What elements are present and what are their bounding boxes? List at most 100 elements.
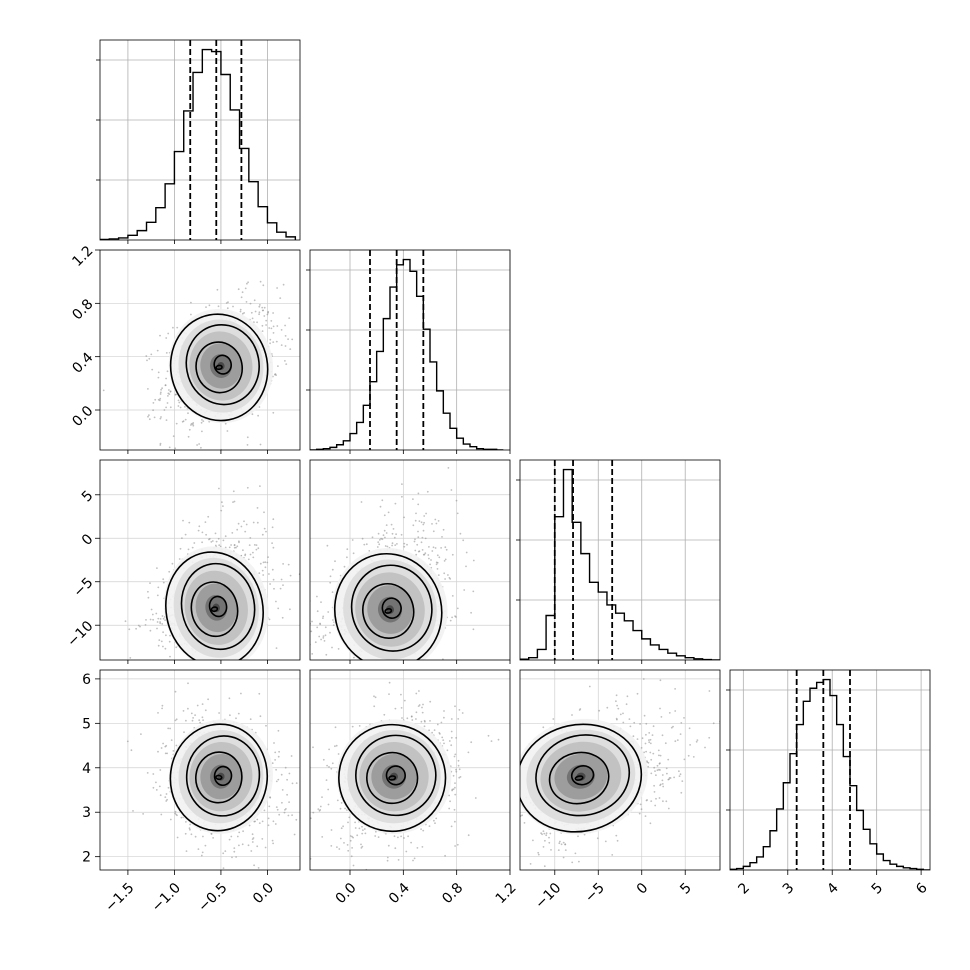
scatter-point <box>463 589 466 591</box>
scatter-point <box>327 611 330 613</box>
scatter-point <box>180 816 183 819</box>
scatter-point <box>201 703 204 705</box>
scatter-point <box>124 620 127 623</box>
scatter-point <box>265 724 267 727</box>
scatter-point <box>450 736 453 739</box>
scatter-point <box>377 541 380 543</box>
scatter-point <box>147 596 150 599</box>
scatter-point <box>615 694 618 697</box>
scatter-point <box>149 629 152 632</box>
scatter-point <box>424 537 427 540</box>
scatter-point <box>467 834 470 837</box>
scatter-point <box>423 725 426 728</box>
contour-line-1 <box>338 723 447 833</box>
contour-line-5 <box>215 774 223 781</box>
scatter-point <box>329 575 332 578</box>
scatter-point <box>262 561 265 564</box>
scatter-point <box>380 537 382 540</box>
scatter-point <box>339 837 342 840</box>
scatter-point <box>459 532 462 535</box>
scatter-point <box>378 539 381 541</box>
scatter-point <box>487 734 490 737</box>
scatter-point <box>318 635 321 638</box>
scatter-point <box>218 544 221 547</box>
scatter-point <box>336 799 339 802</box>
scatter-point <box>342 825 344 828</box>
scatter-point <box>142 813 145 815</box>
scatter-point <box>470 741 473 744</box>
scatter-point <box>571 714 573 716</box>
scatter-point <box>248 544 251 546</box>
scatter-point <box>457 764 460 767</box>
scatter-point <box>175 646 178 649</box>
axes-frame <box>309 459 511 661</box>
axes-frame <box>519 459 721 661</box>
panel-content <box>310 670 510 870</box>
scatter-point <box>339 807 342 810</box>
scatter-point <box>231 532 234 534</box>
scatter-point <box>246 486 249 489</box>
scatter-point <box>680 722 683 724</box>
scatter-point <box>410 715 413 718</box>
scatter-point <box>497 738 500 741</box>
scatter-point <box>397 859 400 861</box>
scatter-point <box>322 617 324 619</box>
scatter-point <box>363 828 366 830</box>
scatter-point <box>182 710 185 712</box>
scatter-point <box>228 697 231 700</box>
scatter-point <box>275 600 277 603</box>
scatter-point <box>150 608 153 611</box>
scatter-point <box>304 623 306 625</box>
scatter-point <box>295 782 298 784</box>
scatter-point <box>418 690 420 692</box>
scatter-point <box>397 836 399 839</box>
scatter-point <box>334 560 336 563</box>
scatter-point <box>310 630 313 633</box>
scatter-point <box>444 854 446 857</box>
scatter-point <box>212 837 215 839</box>
scatter-point <box>548 836 550 839</box>
scatter-point <box>187 412 189 415</box>
scatter-point <box>457 718 460 720</box>
scatter-point <box>543 865 546 868</box>
scatter-point <box>243 520 245 523</box>
scatter-point <box>400 533 403 536</box>
scatter-point <box>159 334 161 337</box>
scatter-point <box>449 578 452 580</box>
scatter-point <box>654 770 656 772</box>
scatter-point <box>175 718 178 721</box>
scatter-point <box>444 558 447 561</box>
scatter-point <box>281 789 284 791</box>
density-panel-1-2 <box>99 249 301 453</box>
scatter-point <box>182 420 185 422</box>
scatter-point <box>164 647 167 650</box>
scatter-point <box>204 844 207 847</box>
scatter-point <box>392 528 395 530</box>
scatter-point <box>224 546 227 549</box>
scatter-point <box>192 717 195 719</box>
scatter-point <box>188 827 191 830</box>
scatter-point <box>185 719 187 722</box>
scatter-point <box>418 520 421 522</box>
scatter-point <box>537 853 540 856</box>
scatter-point <box>400 835 402 838</box>
contour-line-5 <box>384 608 393 614</box>
scatter-point <box>666 772 668 775</box>
scatter-point <box>144 624 147 626</box>
scatter-point <box>176 326 179 329</box>
scatter-point <box>175 451 177 453</box>
panel-content <box>520 670 720 870</box>
scatter-point <box>678 775 681 777</box>
scatter-point <box>432 546 435 549</box>
scatter-point <box>629 725 632 728</box>
scatter-point <box>447 467 450 469</box>
scatter-point <box>312 811 315 814</box>
scatter-point <box>174 810 177 813</box>
axes-frame <box>99 39 301 241</box>
panel-content <box>100 250 300 453</box>
scatter-point <box>248 824 251 827</box>
scatter-point <box>161 615 164 617</box>
scatter-point <box>340 827 343 830</box>
contour-line-2 <box>355 734 437 817</box>
scatter-point <box>172 750 175 752</box>
